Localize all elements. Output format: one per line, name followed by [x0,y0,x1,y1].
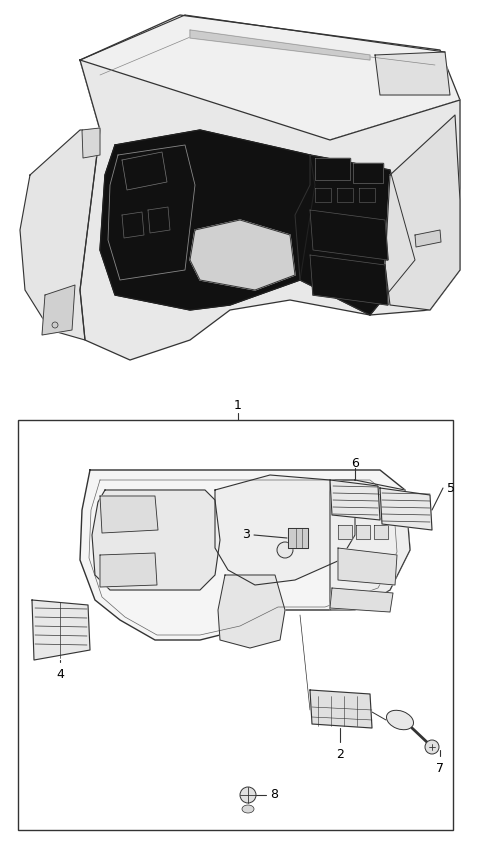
Polygon shape [385,115,460,310]
Polygon shape [82,128,100,158]
Polygon shape [288,528,308,548]
Text: 4: 4 [56,668,64,681]
Polygon shape [338,488,395,520]
Polygon shape [215,475,355,585]
Polygon shape [310,255,388,305]
Polygon shape [80,15,460,140]
Ellipse shape [242,805,254,813]
Polygon shape [330,480,380,520]
Circle shape [277,542,293,558]
Polygon shape [330,588,393,612]
Polygon shape [42,285,75,335]
Polygon shape [92,490,220,590]
Polygon shape [337,188,353,202]
Polygon shape [315,188,331,202]
Polygon shape [356,525,370,539]
Ellipse shape [240,787,256,803]
Polygon shape [32,600,90,660]
Text: 3: 3 [242,528,250,542]
Circle shape [425,740,439,754]
Text: 7: 7 [436,762,444,775]
Text: 2: 2 [336,748,344,761]
Polygon shape [80,470,410,640]
Polygon shape [100,553,157,587]
Polygon shape [148,207,170,233]
Text: 5: 5 [447,481,455,494]
Polygon shape [100,130,315,310]
Polygon shape [374,525,388,539]
Polygon shape [310,210,388,260]
Polygon shape [218,575,285,648]
Ellipse shape [386,711,413,730]
Polygon shape [330,480,410,610]
Circle shape [52,322,58,328]
Polygon shape [295,155,415,315]
Polygon shape [80,60,460,360]
Polygon shape [20,130,100,340]
Polygon shape [353,163,383,183]
Polygon shape [122,212,144,238]
Polygon shape [359,188,375,202]
Text: 8: 8 [270,789,278,801]
Polygon shape [375,52,450,95]
Text: 1: 1 [234,398,242,412]
Polygon shape [108,145,195,280]
Polygon shape [100,496,158,533]
Polygon shape [310,690,372,728]
Polygon shape [338,548,397,585]
Polygon shape [122,152,167,190]
Polygon shape [190,220,295,290]
Text: 6: 6 [351,457,359,469]
Bar [18,420,453,830]
Polygon shape [315,158,350,180]
Polygon shape [415,230,441,247]
Polygon shape [338,525,352,539]
Polygon shape [190,30,370,60]
Polygon shape [380,488,432,530]
